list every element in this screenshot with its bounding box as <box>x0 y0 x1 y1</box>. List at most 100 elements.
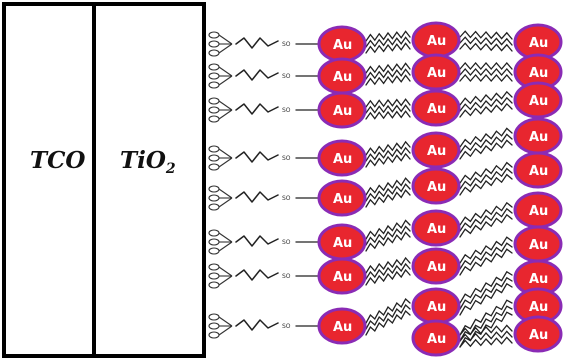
inter-particle-linker <box>459 102 513 118</box>
gold-nanoparticle: Au <box>411 319 461 357</box>
inter-particle-linker <box>365 303 411 330</box>
alkyl-chain <box>235 69 279 81</box>
gold-nanoparticle: Au <box>317 257 367 295</box>
inter-particle-linker <box>365 74 411 86</box>
gold-nanoparticle: Au <box>317 91 367 129</box>
alkyl-chain <box>235 103 279 115</box>
gold-nanoparticle: Au <box>317 223 367 261</box>
inter-particle-linker <box>365 256 411 274</box>
gold-nanoparticle: Au <box>317 179 367 217</box>
nanoparticle-body <box>317 257 367 295</box>
anchor-bond <box>218 43 233 54</box>
au-label: Au <box>427 66 446 81</box>
inter-particle-linker <box>365 152 411 168</box>
inter-particle-linker <box>365 219 411 240</box>
inter-particle-linker <box>459 133 513 154</box>
gold-nanoparticle: Au <box>317 139 367 177</box>
nanoparticle-body <box>411 131 461 169</box>
au-label: Au <box>529 238 548 253</box>
inter-particle-linker <box>459 330 513 342</box>
dye-anchor: SO <box>208 229 321 255</box>
inter-particle-linker <box>459 139 513 160</box>
gold-nanoparticle: Au <box>411 209 461 247</box>
inter-particle-linker <box>365 268 411 286</box>
inter-particle-linker <box>365 183 411 202</box>
inter-particle-linker <box>459 270 513 304</box>
dye-anchor: SO <box>208 63 321 89</box>
inter-particle-linker <box>365 98 411 108</box>
anchor-bond <box>218 34 233 45</box>
tio2-label-main: TiO <box>120 147 166 174</box>
inter-particle-linker <box>459 248 513 276</box>
gold-nanoparticle: Au <box>513 191 563 229</box>
inter-particle-linker <box>459 299 513 336</box>
dye-anchor: SO <box>208 145 321 171</box>
anchor-bond <box>218 109 233 120</box>
au-label: Au <box>333 38 352 53</box>
nanoparticle-body <box>411 167 461 205</box>
gold-nanoparticle: Au <box>317 57 367 95</box>
nanoparticle-body <box>513 151 563 189</box>
gold-nanoparticle: Au <box>513 151 563 189</box>
au-label: Au <box>529 204 548 219</box>
dye-anchor: SO <box>208 313 321 339</box>
linker-group <box>365 30 513 348</box>
nanoparticle-body <box>411 209 461 247</box>
gold-nanoparticle: Au <box>411 287 461 325</box>
au-label: Au <box>333 104 352 119</box>
inter-particle-linker <box>459 213 513 238</box>
inter-particle-linker <box>459 311 513 348</box>
anchor-bond <box>218 197 233 208</box>
dye-anchor: SO <box>208 263 321 289</box>
inter-particle-linker <box>459 324 513 336</box>
anchor-loop <box>208 49 220 57</box>
inter-particle-linker <box>459 161 513 184</box>
anchor-loop <box>208 203 220 211</box>
au-label: Au <box>529 36 548 51</box>
anchor-bond <box>218 266 233 277</box>
inter-particle-linker <box>459 36 513 46</box>
gold-nanoparticle: Au <box>411 167 461 205</box>
au-label: Au <box>529 164 548 179</box>
alkyl-chain <box>235 151 279 163</box>
gold-nanoparticle: Au <box>411 89 461 127</box>
inter-particle-linker <box>459 74 513 82</box>
thiol-tag: SO <box>282 155 291 162</box>
nanoparticle-body <box>317 179 367 217</box>
anchor-loop <box>208 263 220 271</box>
anchor-loop <box>208 238 220 246</box>
anchor-bond <box>218 232 233 243</box>
anchor-loop <box>208 185 220 193</box>
anchor-loop <box>208 322 220 330</box>
alkyl-chain <box>235 319 279 331</box>
inter-particle-linker <box>459 68 513 76</box>
anchor-bond <box>218 100 233 111</box>
au-label: Au <box>333 192 352 207</box>
inter-particle-linker <box>459 96 513 112</box>
inter-particle-linker <box>459 305 513 342</box>
nanoparticle-body <box>411 247 461 285</box>
au-label: Au <box>529 94 548 109</box>
gold-nanoparticle: Au <box>317 307 367 345</box>
anchor-loop <box>208 281 220 289</box>
thiol-tag: SO <box>282 323 291 330</box>
anchor-bond <box>218 188 233 199</box>
anchor-bond <box>218 75 233 86</box>
thiol-tag: SO <box>282 239 291 246</box>
au-label: Au <box>333 152 352 167</box>
gold-nanoparticle: Au <box>411 247 461 285</box>
au-label: Au <box>333 270 352 285</box>
anchor-loop <box>208 145 220 153</box>
au-label: Au <box>529 300 548 315</box>
thiol-tag: SO <box>282 195 291 202</box>
au-label: Au <box>529 272 548 287</box>
au-label: Au <box>427 300 446 315</box>
inter-particle-linker <box>365 42 411 54</box>
gold-nanoparticle-group: Au Au Au Au Au Au Au Au Au Au Au Au Au Au Au Au Au Au Au Au… <box>317 21 563 357</box>
gold-nanoparticle: Au <box>411 131 461 169</box>
anchor-loop <box>208 115 220 123</box>
inter-particle-linker <box>459 167 513 190</box>
inter-particle-linker <box>459 201 513 226</box>
anchor-loop <box>208 313 220 321</box>
au-label: Au <box>427 102 446 117</box>
